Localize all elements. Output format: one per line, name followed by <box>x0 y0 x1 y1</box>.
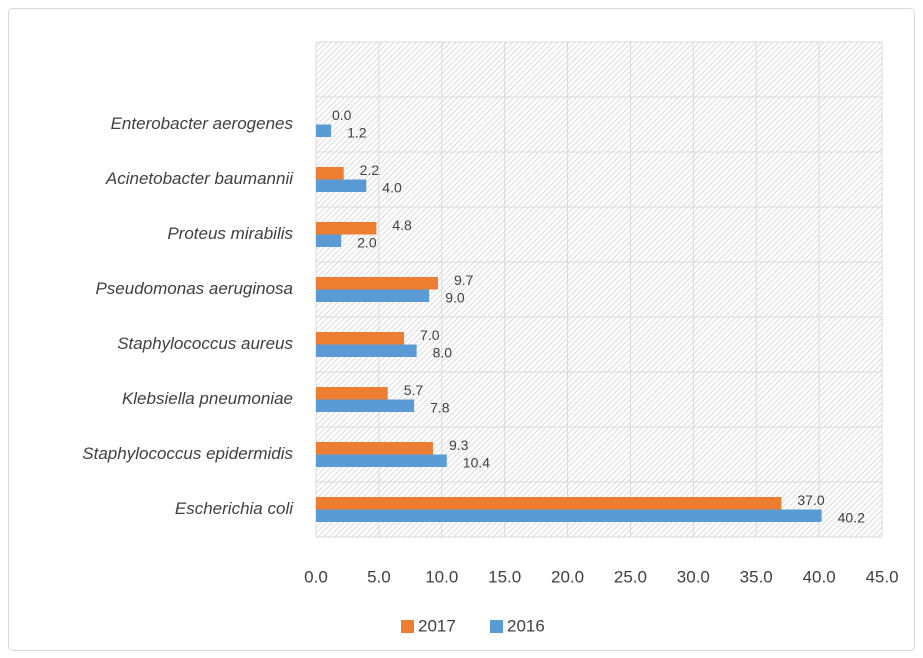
value-label: 9.3 <box>449 437 469 453</box>
category-label: Escherichia coli <box>175 499 294 518</box>
value-label: 9.7 <box>454 272 474 288</box>
x-tick-label: 15.0 <box>488 567 521 586</box>
value-label: 2.2 <box>360 162 380 178</box>
x-tick-label: 5.0 <box>367 567 391 586</box>
category-label: Enterobacter aerogenes <box>111 114 294 133</box>
bar <box>316 234 342 247</box>
value-label: 4.0 <box>382 179 402 195</box>
bar <box>316 442 433 455</box>
value-label: 9.0 <box>445 289 465 305</box>
x-tick-label: 0.0 <box>304 567 328 586</box>
legend-swatch <box>490 620 503 633</box>
category-label: Staphylococcus aureus <box>117 334 293 353</box>
value-label: 8.0 <box>433 344 453 360</box>
category-label: Klebsiella pneumoniae <box>122 389 293 408</box>
category-label: Pseudomonas aeruginosa <box>95 279 293 298</box>
value-label: 10.4 <box>463 454 490 470</box>
legend-label: 2017 <box>418 616 456 635</box>
bar <box>316 332 405 345</box>
bar <box>316 167 344 180</box>
legend-label: 2016 <box>507 616 545 635</box>
legend-swatch <box>401 620 414 633</box>
value-label: 7.0 <box>420 327 440 343</box>
x-tick-label: 30.0 <box>677 567 710 586</box>
value-label: 7.8 <box>430 399 450 415</box>
bar <box>316 222 377 235</box>
value-label: 4.8 <box>392 217 412 233</box>
x-tick-label: 35.0 <box>740 567 773 586</box>
bar <box>316 289 430 302</box>
value-label: 5.7 <box>404 382 424 398</box>
bar <box>316 179 367 192</box>
x-tick-label: 40.0 <box>803 567 836 586</box>
bar <box>316 399 415 412</box>
category-label: Proteus mirabilis <box>167 224 293 243</box>
bar <box>316 344 417 357</box>
value-label: 2.0 <box>357 234 377 250</box>
value-label: 0.0 <box>332 107 352 123</box>
value-label: 37.0 <box>797 492 824 508</box>
bar <box>316 277 439 290</box>
bar <box>316 497 782 510</box>
x-tick-label: 20.0 <box>551 567 584 586</box>
x-tick-label: 10.0 <box>425 567 458 586</box>
bar <box>316 387 388 400</box>
value-label: 1.2 <box>347 124 367 140</box>
value-label: 40.2 <box>838 509 865 525</box>
bar <box>316 509 822 522</box>
category-label: Acinetobacter baumannii <box>105 169 294 188</box>
bar <box>316 454 447 467</box>
category-label: Staphylococcus epidermidis <box>82 444 293 463</box>
x-tick-label: 25.0 <box>614 567 647 586</box>
x-tick-label: 45.0 <box>865 567 898 586</box>
bar <box>316 124 332 137</box>
